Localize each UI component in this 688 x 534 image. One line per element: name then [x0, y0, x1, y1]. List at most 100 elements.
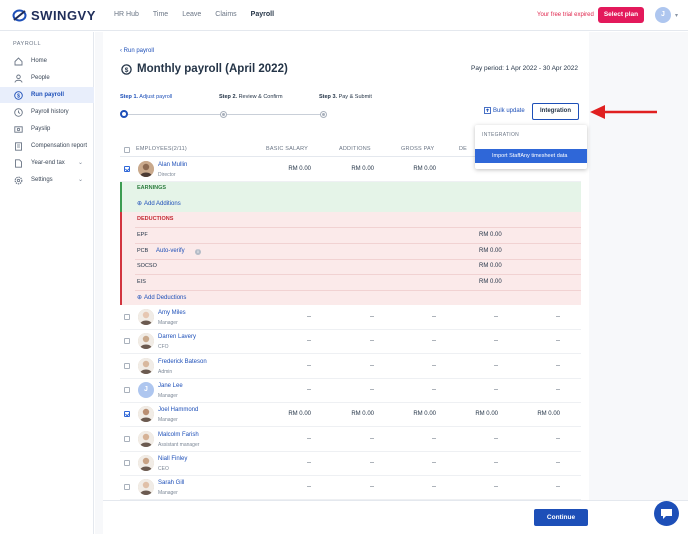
row-value[interactable]: RM 0.00	[288, 411, 311, 417]
row-value[interactable]: --	[307, 314, 311, 320]
chevron-down-icon[interactable]: ⌄	[77, 160, 83, 166]
row-value[interactable]: --	[494, 436, 498, 442]
row-checkbox[interactable]	[124, 484, 130, 490]
nav-hr-hub[interactable]: HR Hub	[114, 11, 139, 18]
row-value[interactable]: --	[556, 484, 560, 490]
row-value[interactable]: RM 0.00	[413, 411, 436, 417]
table-row[interactable]: Frederick Bateson Admin -- -- -- -- --	[120, 355, 581, 379]
row-value[interactable]: RM 0.00	[537, 411, 560, 417]
row-value[interactable]: --	[370, 314, 374, 320]
table-row[interactable]: Alan Mullin Director RM 0.00 RM 0.00 RM …	[120, 158, 581, 182]
row-checkbox[interactable]	[124, 411, 130, 417]
sidebar-item-settings[interactable]: Settings ⌄	[0, 172, 94, 188]
sidebar-item-compensation-report[interactable]: Compensation report	[0, 138, 94, 154]
row-value[interactable]: --	[432, 363, 436, 369]
add-deductions-link[interactable]: ⊕ Add Deductions	[137, 294, 186, 302]
employee-name[interactable]: Jane Lee	[158, 383, 183, 389]
row-checkbox[interactable]	[124, 460, 130, 466]
select-all-checkbox[interactable]	[124, 147, 130, 153]
table-row[interactable]: Joel Hammond Manager RM 0.00 RM 0.00 RM 0.00…	[120, 403, 581, 427]
chevron-down-icon[interactable]: ▾	[675, 13, 679, 19]
nav-leave[interactable]: Leave	[182, 11, 202, 18]
row-value[interactable]: --	[432, 484, 436, 490]
employee-name[interactable]: Frederick Bateson	[158, 359, 207, 365]
row-value[interactable]: --	[370, 436, 374, 442]
deduction-epf-value[interactable]: RM 0.00	[479, 232, 502, 238]
employee-name[interactable]: Darren Lavery	[158, 334, 197, 340]
sidebar-item-payslip[interactable]: Payslip	[0, 121, 94, 137]
row-value[interactable]: --	[556, 460, 560, 466]
row-value[interactable]: --	[307, 363, 311, 369]
row-value[interactable]: --	[307, 338, 311, 344]
row-value[interactable]: --	[370, 484, 374, 490]
row-checkbox[interactable]	[124, 436, 130, 442]
row-value[interactable]: --	[307, 436, 311, 442]
row-value[interactable]: --	[432, 460, 436, 466]
row-value[interactable]: --	[494, 484, 498, 490]
sidebar-item-year-end-tax[interactable]: Year-end tax ⌄	[0, 155, 94, 171]
table-row[interactable]: J Jane Lee Manager -- -- -- -- --	[120, 379, 581, 403]
auto-verify-link[interactable]: Auto-verify	[156, 248, 185, 254]
chat-button[interactable]	[654, 501, 679, 526]
table-row[interactable]: Malcolm Farish Assistant manager -- -- -- -- -…	[120, 428, 581, 452]
row-value[interactable]: --	[494, 460, 498, 466]
basic-salary-value[interactable]: RM 0.00	[288, 166, 311, 172]
chevron-down-icon[interactable]: ⌄	[77, 177, 83, 183]
row-checkbox[interactable]	[124, 166, 130, 172]
row-value[interactable]: --	[432, 436, 436, 442]
employee-name[interactable]: Amy Miles	[158, 310, 186, 316]
sidebar-item-run-payroll[interactable]: $ Run payroll	[0, 87, 94, 103]
import-staffany-menu-item[interactable]: Import StaffAny timesheet data	[475, 149, 587, 163]
employee-name[interactable]: Alan Mullin	[158, 162, 188, 168]
row-value[interactable]: --	[556, 338, 560, 344]
bulk-update-link[interactable]: Bulk update	[484, 107, 525, 114]
row-value[interactable]: --	[370, 387, 374, 393]
sidebar-item-payroll-history[interactable]: Payroll history	[0, 104, 94, 120]
row-checkbox[interactable]	[124, 363, 130, 369]
row-value[interactable]: --	[370, 363, 374, 369]
row-value[interactable]: --	[494, 387, 498, 393]
row-value[interactable]: --	[494, 363, 498, 369]
row-value[interactable]: --	[307, 460, 311, 466]
row-value[interactable]: --	[494, 338, 498, 344]
deduction-pcb-value[interactable]: RM 0.00	[479, 248, 502, 254]
nav-claims[interactable]: Claims	[215, 11, 237, 18]
employee-name[interactable]: Joel Hammond	[158, 407, 199, 413]
sidebar-item-home[interactable]: Home	[0, 53, 94, 69]
row-value[interactable]: --	[370, 460, 374, 466]
row-value[interactable]: --	[307, 387, 311, 393]
row-value[interactable]: --	[556, 436, 560, 442]
info-icon[interactable]: i	[195, 249, 201, 255]
continue-button[interactable]: Continue	[534, 509, 588, 526]
row-value[interactable]: RM 0.00	[475, 411, 498, 417]
row-value[interactable]: --	[307, 484, 311, 490]
table-row[interactable]: Niall Finley CEO -- -- -- -- --	[120, 452, 581, 476]
table-row[interactable]: Sarah Gill Manager -- -- -- -- --	[120, 476, 581, 500]
row-value[interactable]: RM 0.00	[351, 411, 374, 417]
deduction-eis-value[interactable]: RM 0.00	[479, 279, 502, 285]
integration-button[interactable]: Integration	[532, 103, 579, 120]
nav-time[interactable]: Time	[152, 11, 169, 18]
row-value[interactable]: --	[432, 387, 436, 393]
row-value[interactable]: --	[370, 338, 374, 344]
row-value[interactable]: --	[556, 387, 560, 393]
deduction-socso-value[interactable]: RM 0.00	[479, 263, 502, 269]
row-checkbox[interactable]	[124, 338, 130, 344]
row-value[interactable]: --	[556, 314, 560, 320]
nav-payroll[interactable]: Payroll	[250, 11, 275, 18]
employee-name[interactable]: Malcolm Farish	[158, 432, 199, 438]
row-value[interactable]: --	[432, 314, 436, 320]
table-row[interactable]: Darren Lavery CFO -- -- -- -- --	[120, 330, 581, 354]
additions-value[interactable]: RM 0.00	[351, 166, 374, 172]
row-value[interactable]: --	[556, 363, 560, 369]
row-checkbox[interactable]	[124, 387, 130, 393]
add-additions-link[interactable]: ⊕ Add Additions	[137, 200, 181, 208]
table-row[interactable]: Amy Miles Manager -- -- -- -- --	[120, 306, 581, 330]
employee-name[interactable]: Niall Finley	[158, 456, 188, 462]
back-link[interactable]: ‹ Run payroll	[120, 48, 154, 54]
employee-name[interactable]: Sarah Gill	[158, 480, 185, 486]
select-plan-button[interactable]: Select plan	[598, 7, 644, 23]
logo[interactable]: SWINGVY	[12, 8, 96, 23]
sidebar-item-people[interactable]: People	[0, 70, 94, 86]
row-checkbox[interactable]	[124, 314, 130, 320]
